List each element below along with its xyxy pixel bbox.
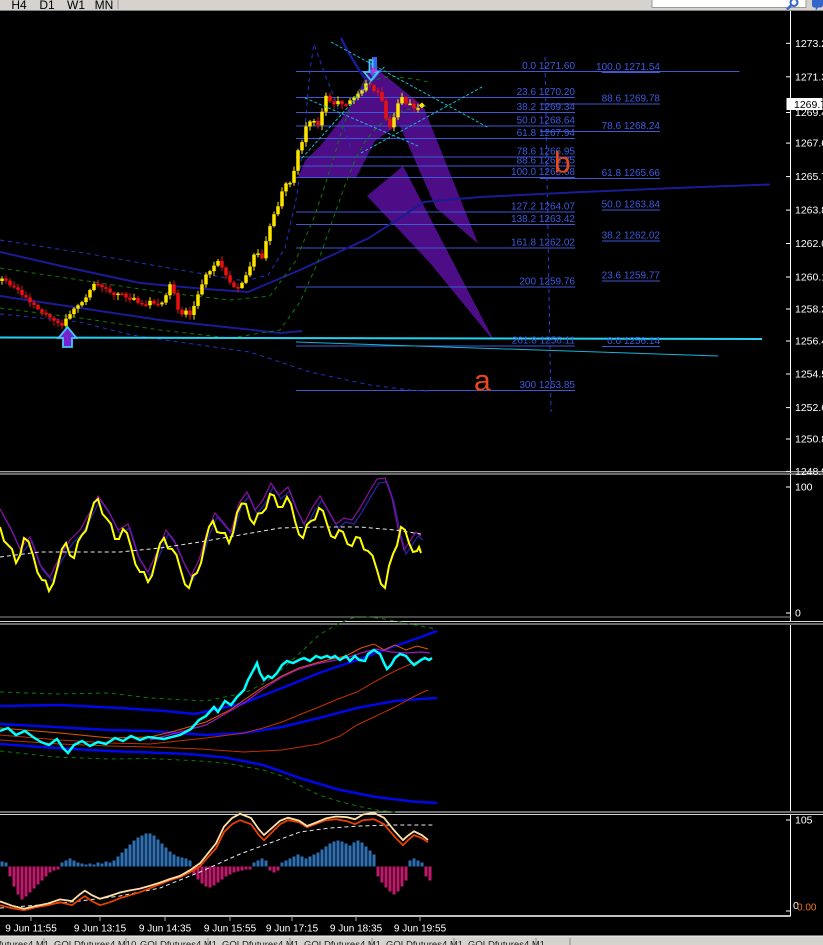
svg-text:38.2 1269.34: 38.2 1269.34 xyxy=(517,102,576,113)
svg-text:1263.8: 1263.8 xyxy=(795,205,823,217)
svg-text:100.0 1265.68: 100.0 1265.68 xyxy=(511,167,575,178)
svg-text:1269.7: 1269.7 xyxy=(794,99,823,111)
svg-text:78.6 1266.95: 78.6 1266.95 xyxy=(517,147,576,158)
svg-text:50.0 1263.84: 50.0 1263.84 xyxy=(602,200,661,211)
svg-text:1271.3: 1271.3 xyxy=(795,71,823,83)
svg-text:0.00: 0.00 xyxy=(797,903,817,914)
svg-text:78.6 1268.24: 78.6 1268.24 xyxy=(602,121,661,132)
svg-text:300 1253.85: 300 1253.85 xyxy=(519,380,575,391)
svg-text:GOLDfutures4 M1: GOLDfutures4 M1 xyxy=(386,940,463,945)
svg-text:138.2 1263.42: 138.2 1263.42 xyxy=(511,214,575,225)
svg-text:9 Jun 18:35: 9 Jun 18:35 xyxy=(330,924,383,935)
svg-text:GOLDfutures4 M1: GOLDfutures4 M1 xyxy=(468,940,545,945)
svg-text:MN: MN xyxy=(95,0,114,12)
svg-text:23.6 1259.77: 23.6 1259.77 xyxy=(602,271,661,282)
svg-text:38.2 1262.02: 38.2 1262.02 xyxy=(602,231,661,242)
svg-text:1258.2: 1258.2 xyxy=(795,304,823,316)
svg-text:1267.6: 1267.6 xyxy=(795,138,823,150)
svg-text:W1: W1 xyxy=(67,0,85,12)
svg-text:1260.1: 1260.1 xyxy=(795,272,823,284)
svg-text:GOLDfutures4 M10: GOLDfutures4 M10 xyxy=(54,940,136,945)
svg-text:1252.6: 1252.6 xyxy=(795,402,823,414)
svg-text:100: 100 xyxy=(795,482,813,494)
svg-text:GOLDfutures4 M1: GOLDfutures4 M1 xyxy=(304,940,381,945)
svg-text:0: 0 xyxy=(795,608,801,620)
svg-text:9 Jun 17:15: 9 Jun 17:15 xyxy=(266,924,319,935)
svg-text:0.0 1271.60: 0.0 1271.60 xyxy=(522,61,575,72)
svg-text:9 Jun 15:55: 9 Jun 15:55 xyxy=(204,924,257,935)
svg-text:88.6 1269.78: 88.6 1269.78 xyxy=(602,94,661,105)
svg-text:200 1259.76: 200 1259.76 xyxy=(519,277,575,288)
svg-text:GOLDfutures4 M1: GOLDfutures4 M1 xyxy=(222,940,299,945)
svg-text:261.8 1256.11: 261.8 1256.11 xyxy=(512,336,576,347)
svg-text:105: 105 xyxy=(795,815,813,827)
svg-text:GOLDfutures4 M1: GOLDfutures4 M1 xyxy=(0,940,49,945)
svg-text:1262.0: 1262.0 xyxy=(795,238,823,250)
svg-text:9 Jun 14:35: 9 Jun 14:35 xyxy=(139,924,192,935)
svg-text:61.8 1267.94: 61.8 1267.94 xyxy=(517,128,576,139)
svg-text:1265.7: 1265.7 xyxy=(795,171,823,183)
svg-text:23.6 1270.20: 23.6 1270.20 xyxy=(517,87,576,98)
svg-text:D1: D1 xyxy=(39,0,55,12)
svg-text:H4: H4 xyxy=(11,0,27,12)
svg-text:1273.2: 1273.2 xyxy=(795,38,823,50)
svg-text:b: b xyxy=(554,147,571,180)
svg-text:0.0 1256.14: 0.0 1256.14 xyxy=(607,336,660,347)
svg-text:9 Jun 11:55: 9 Jun 11:55 xyxy=(5,924,57,935)
svg-text:1256.4: 1256.4 xyxy=(795,336,823,348)
svg-text:88.6 1266.35: 88.6 1266.35 xyxy=(517,156,576,167)
svg-text:1250.8: 1250.8 xyxy=(795,434,823,446)
svg-text:9 Jun 13:15: 9 Jun 13:15 xyxy=(74,924,127,935)
svg-text:0: 0 xyxy=(793,900,799,912)
svg-text:127.2 1264.07: 127.2 1264.07 xyxy=(511,202,575,213)
svg-text:100.0 1271.54: 100.0 1271.54 xyxy=(596,62,660,73)
svg-text:50.0 1268.64: 50.0 1268.64 xyxy=(517,116,576,127)
svg-text:161.8 1262.02: 161.8 1262.02 xyxy=(511,238,575,249)
svg-text:GOLDfutures4 M1: GOLDfutures4 M1 xyxy=(140,940,217,945)
svg-text:1254.5: 1254.5 xyxy=(795,369,823,381)
svg-text:61.8 1265.66: 61.8 1265.66 xyxy=(602,168,661,179)
svg-text:a: a xyxy=(474,365,491,398)
svg-text:9 Jun 19:55: 9 Jun 19:55 xyxy=(394,924,447,935)
